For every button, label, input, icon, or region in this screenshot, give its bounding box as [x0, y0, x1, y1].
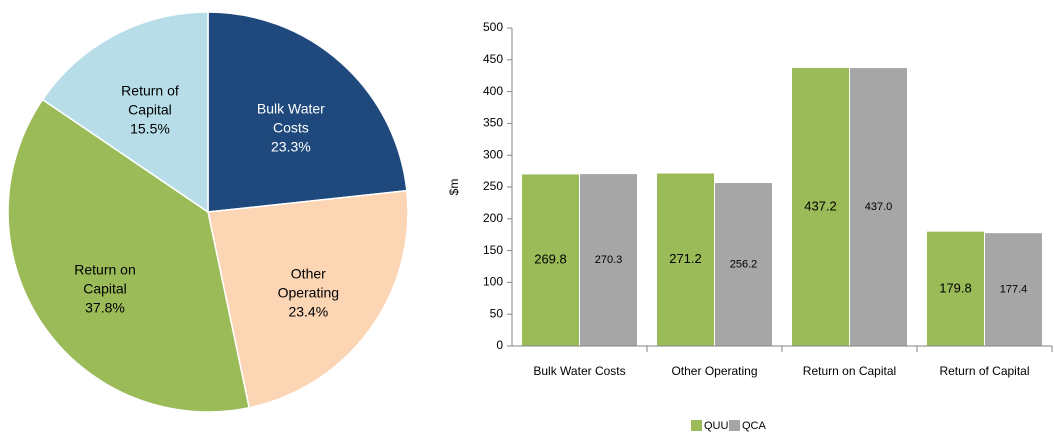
bar-value-label: 177.4 — [1000, 283, 1028, 295]
pie-label-name: Bulk Water Costs — [256, 100, 325, 136]
bar-value-label: 179.8 — [939, 280, 972, 295]
pie-label-name: Return of Capital — [121, 82, 179, 118]
bar-value-label: 269.8 — [534, 252, 567, 267]
pie-label-name: Return on Capital — [74, 261, 136, 297]
pie-slice — [7, 98, 251, 413]
x-tick-label: Return of Capital — [939, 364, 1029, 378]
x-tick-label: Bulk Water Costs — [533, 364, 625, 378]
bar — [985, 233, 1042, 346]
x-tick-label: Return on Capital — [803, 364, 896, 378]
pie-slice — [41, 11, 209, 214]
bar — [927, 231, 984, 346]
y-tick-label: 400 — [483, 84, 503, 98]
bar-value-label: 271.2 — [669, 251, 702, 266]
bar — [792, 67, 849, 347]
legend-label: QUU — [704, 420, 729, 432]
bar — [850, 68, 907, 347]
pie-label: Other Operating 23.4% — [260, 264, 356, 321]
x-tick-label: Other Operating — [671, 364, 757, 378]
y-tick-label: 450 — [483, 52, 503, 66]
y-tick-label: 300 — [483, 147, 503, 161]
legend-swatch — [729, 420, 740, 431]
bar-value-label: 437.2 — [804, 198, 837, 213]
bar — [522, 174, 579, 346]
pie-label-name: Other Operating — [277, 265, 340, 301]
y-tick-label: 250 — [483, 179, 503, 193]
y-tick-label: 150 — [483, 243, 503, 257]
y-tick-label: 500 — [483, 20, 503, 34]
bar-value-label: 437.0 — [865, 201, 893, 213]
y-tick-label: 0 — [496, 338, 503, 352]
bar — [580, 174, 637, 346]
y-tick-label: 50 — [490, 306, 504, 320]
y-tick-label: 100 — [483, 275, 503, 289]
pie-label-value: 37.8% — [85, 299, 125, 316]
pie-slice — [207, 11, 408, 213]
y-tick-label: 200 — [483, 211, 503, 225]
legend-swatch — [691, 420, 702, 431]
pie-label: Bulk Water Costs 23.3% — [243, 99, 339, 156]
pie-slice — [207, 189, 409, 409]
bar-value-label: 270.3 — [595, 254, 623, 266]
pie-label: Return of Capital 15.5% — [102, 82, 198, 139]
y-axis-label: $m — [447, 179, 461, 196]
pie-label: Return on Capital 37.8% — [57, 261, 153, 318]
bar — [715, 183, 772, 346]
pie-label-value: 15.5% — [130, 120, 170, 137]
y-tick-label: 350 — [483, 116, 503, 130]
pie-label-value: 23.4% — [288, 303, 329, 320]
legend-label: QCA — [742, 420, 767, 432]
bar-value-label: 256.2 — [730, 258, 758, 270]
pie-label-value: 23.3% — [271, 138, 311, 155]
bar — [657, 173, 714, 346]
